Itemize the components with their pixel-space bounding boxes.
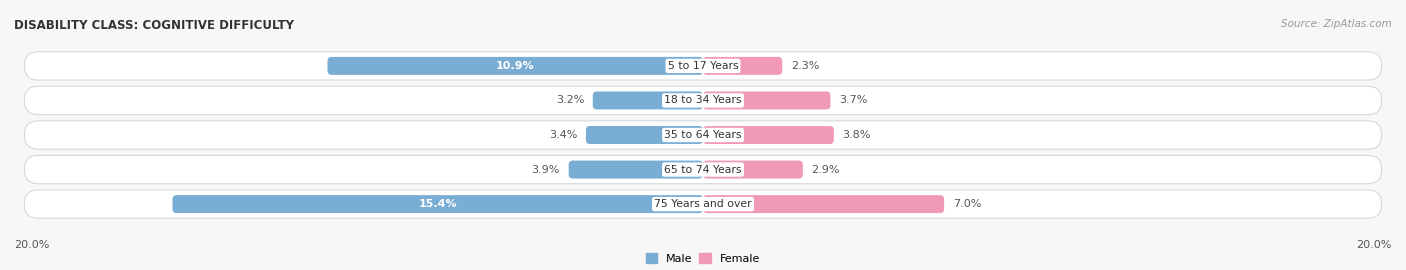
FancyBboxPatch shape <box>703 161 803 178</box>
Text: 35 to 64 Years: 35 to 64 Years <box>664 130 742 140</box>
FancyBboxPatch shape <box>24 86 1382 114</box>
FancyBboxPatch shape <box>703 57 782 75</box>
Text: 2.3%: 2.3% <box>790 61 820 71</box>
Text: 18 to 34 Years: 18 to 34 Years <box>664 95 742 106</box>
Text: 15.4%: 15.4% <box>419 199 457 209</box>
Text: 7.0%: 7.0% <box>953 199 981 209</box>
FancyBboxPatch shape <box>593 92 703 109</box>
Text: 3.4%: 3.4% <box>548 130 578 140</box>
Text: 65 to 74 Years: 65 to 74 Years <box>664 164 742 175</box>
FancyBboxPatch shape <box>24 121 1382 149</box>
FancyBboxPatch shape <box>173 195 703 213</box>
FancyBboxPatch shape <box>703 195 945 213</box>
Text: 3.8%: 3.8% <box>842 130 870 140</box>
FancyBboxPatch shape <box>24 190 1382 218</box>
Text: 20.0%: 20.0% <box>14 240 49 250</box>
Text: 75 Years and over: 75 Years and over <box>654 199 752 209</box>
FancyBboxPatch shape <box>586 126 703 144</box>
Text: 10.9%: 10.9% <box>496 61 534 71</box>
Text: 3.7%: 3.7% <box>839 95 868 106</box>
FancyBboxPatch shape <box>24 52 1382 80</box>
FancyBboxPatch shape <box>568 161 703 178</box>
Text: Source: ZipAtlas.com: Source: ZipAtlas.com <box>1281 19 1392 29</box>
Text: 5 to 17 Years: 5 to 17 Years <box>668 61 738 71</box>
Text: 2.9%: 2.9% <box>811 164 839 175</box>
Legend: Male, Female: Male, Female <box>647 254 759 264</box>
Text: DISABILITY CLASS: COGNITIVE DIFFICULTY: DISABILITY CLASS: COGNITIVE DIFFICULTY <box>14 19 294 32</box>
FancyBboxPatch shape <box>24 156 1382 184</box>
FancyBboxPatch shape <box>703 126 834 144</box>
Text: 3.2%: 3.2% <box>555 95 583 106</box>
FancyBboxPatch shape <box>328 57 703 75</box>
Text: 20.0%: 20.0% <box>1357 240 1392 250</box>
FancyBboxPatch shape <box>703 92 831 109</box>
Text: 3.9%: 3.9% <box>531 164 560 175</box>
